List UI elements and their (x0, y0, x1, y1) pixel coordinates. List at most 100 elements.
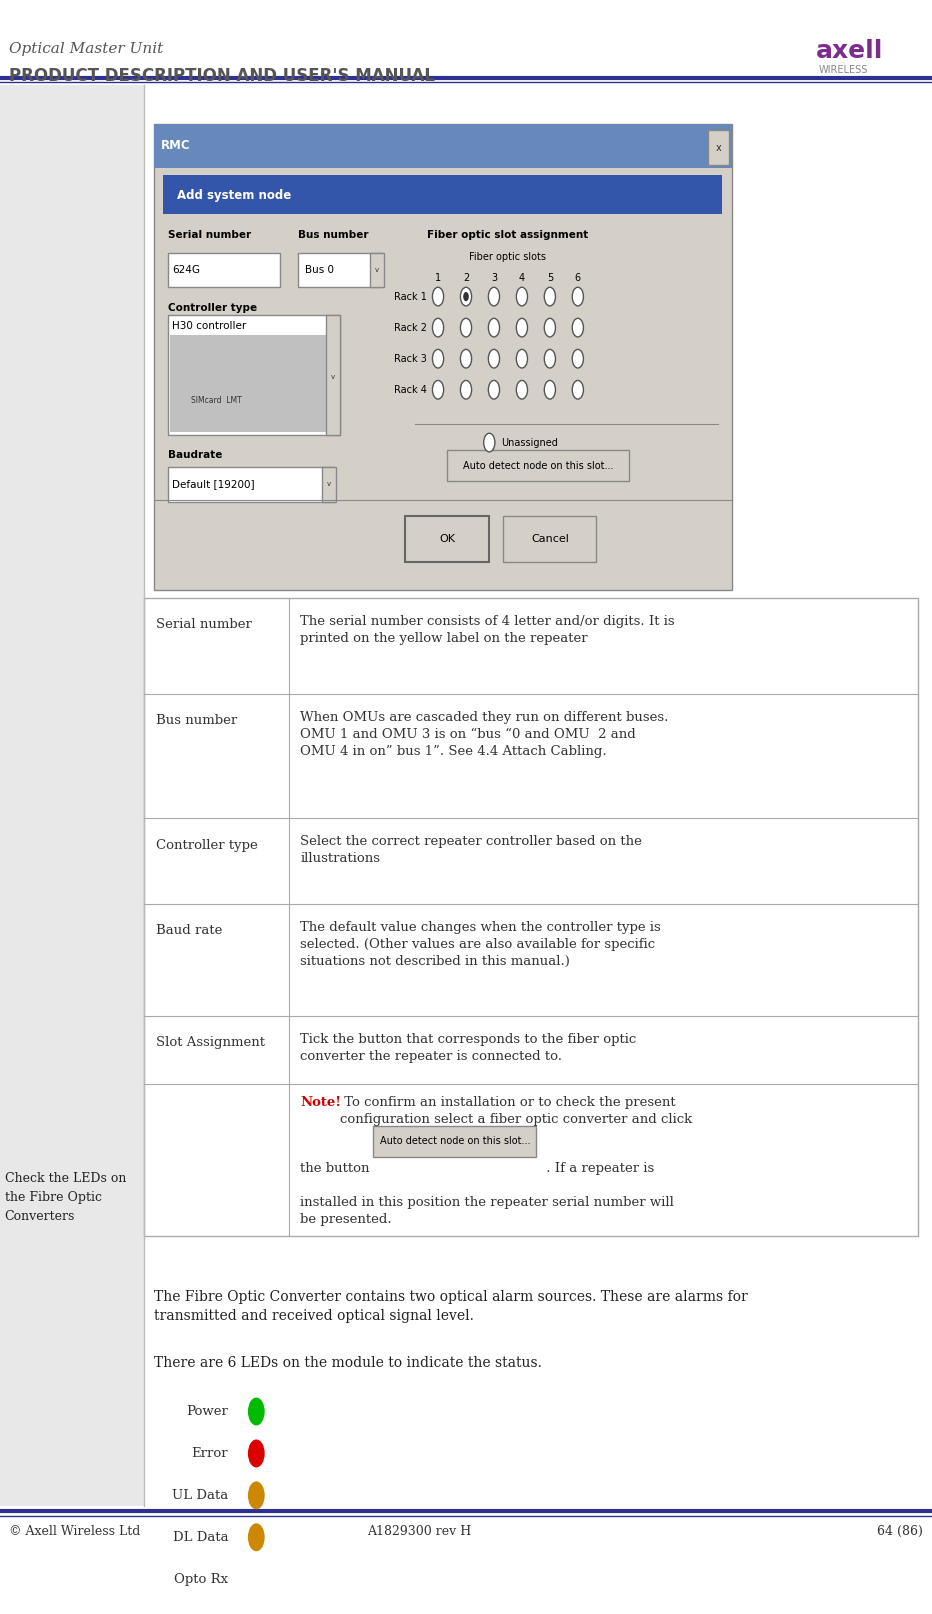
FancyBboxPatch shape (447, 450, 629, 481)
FancyBboxPatch shape (163, 176, 722, 215)
FancyBboxPatch shape (0, 86, 144, 1506)
Text: Bus 0: Bus 0 (305, 265, 334, 276)
Circle shape (544, 349, 555, 368)
FancyBboxPatch shape (298, 253, 382, 287)
Text: Select the correct repeater controller based on the
illustrations: Select the correct repeater controller b… (300, 836, 642, 865)
Text: The default value changes when the controller type is
selected. (Other values ar: The default value changes when the contr… (300, 922, 661, 968)
Text: Serial number: Serial number (168, 229, 251, 240)
Circle shape (432, 318, 444, 337)
Text: 6: 6 (575, 273, 581, 284)
Text: Controller type: Controller type (156, 839, 257, 852)
Circle shape (544, 381, 555, 399)
Text: The serial number consists of 4 letter and/or digits. It is
printed on the yello: The serial number consists of 4 letter a… (300, 615, 675, 646)
Circle shape (516, 349, 528, 368)
FancyBboxPatch shape (503, 515, 596, 562)
Circle shape (516, 318, 528, 337)
Text: Controller type: Controller type (168, 303, 257, 313)
Circle shape (516, 287, 528, 307)
Text: Rack 3: Rack 3 (394, 353, 427, 363)
FancyBboxPatch shape (168, 315, 340, 434)
Circle shape (248, 1398, 265, 1425)
FancyBboxPatch shape (322, 468, 336, 502)
Text: Slot Assignment: Slot Assignment (156, 1036, 265, 1049)
Circle shape (544, 287, 555, 307)
Text: SIMcard  LMT: SIMcard LMT (191, 395, 241, 405)
Circle shape (460, 381, 472, 399)
Circle shape (248, 1440, 265, 1467)
Circle shape (248, 1482, 265, 1509)
Circle shape (572, 287, 583, 307)
Circle shape (460, 318, 472, 337)
Circle shape (248, 1524, 265, 1551)
Text: v: v (331, 374, 336, 381)
Text: 5: 5 (547, 273, 553, 284)
Text: 64 (86): 64 (86) (877, 1525, 923, 1538)
FancyBboxPatch shape (370, 253, 384, 287)
Text: 3: 3 (491, 273, 497, 284)
Text: Check the LEDs on
the Fibre Optic
Converters: Check the LEDs on the Fibre Optic Conver… (5, 1172, 126, 1223)
Text: Bus number: Bus number (156, 715, 237, 728)
Circle shape (432, 287, 444, 307)
Text: To confirm an installation or to check the present
configuration select a fiber : To confirm an installation or to check t… (340, 1096, 692, 1127)
Text: DL Data: DL Data (172, 1530, 228, 1543)
Text: Rack 2: Rack 2 (394, 323, 427, 332)
Text: OK: OK (439, 534, 456, 544)
FancyBboxPatch shape (326, 315, 340, 434)
Text: Rack 1: Rack 1 (394, 292, 427, 302)
FancyBboxPatch shape (405, 515, 489, 562)
Text: There are 6 LEDs on the module to indicate the status.: There are 6 LEDs on the module to indica… (154, 1356, 541, 1370)
Circle shape (572, 349, 583, 368)
Circle shape (432, 381, 444, 399)
Text: A1829300 rev H: A1829300 rev H (367, 1525, 472, 1538)
FancyBboxPatch shape (168, 253, 280, 287)
Text: Add system node: Add system node (177, 189, 292, 202)
FancyBboxPatch shape (168, 468, 334, 502)
Text: RMC: RMC (161, 139, 191, 152)
Text: Serial number: Serial number (156, 618, 252, 631)
Circle shape (248, 1566, 265, 1593)
Text: Baud rate: Baud rate (156, 923, 222, 936)
Text: © Axell Wireless Ltd: © Axell Wireless Ltd (9, 1525, 141, 1538)
Text: Power: Power (186, 1406, 228, 1419)
Text: Error: Error (192, 1446, 228, 1461)
Circle shape (432, 349, 444, 368)
Text: 624G: 624G (172, 265, 200, 276)
Circle shape (572, 318, 583, 337)
FancyBboxPatch shape (144, 597, 918, 1236)
Circle shape (463, 292, 469, 302)
Text: Unassigned: Unassigned (501, 437, 558, 447)
Text: the button: the button (300, 1162, 370, 1175)
Circle shape (572, 381, 583, 399)
Text: Auto detect node on this slot...: Auto detect node on this slot... (463, 462, 614, 471)
Text: . If a repeater is: . If a repeater is (542, 1162, 654, 1175)
Text: 2: 2 (463, 273, 469, 284)
FancyBboxPatch shape (708, 131, 729, 165)
Text: Fiber optic slots: Fiber optic slots (470, 252, 546, 261)
Text: Rack 4: Rack 4 (394, 384, 427, 395)
Text: H30 controller: H30 controller (172, 321, 247, 331)
FancyBboxPatch shape (154, 124, 732, 591)
Text: v: v (375, 268, 379, 273)
Text: Bus number: Bus number (298, 229, 369, 240)
Text: 1: 1 (435, 273, 441, 284)
Text: axell: axell (816, 39, 883, 63)
Text: x: x (716, 142, 721, 152)
Circle shape (488, 349, 500, 368)
Text: Optical Master Unit: Optical Master Unit (9, 42, 164, 56)
Text: Fiber optic slot assignment: Fiber optic slot assignment (427, 229, 589, 240)
Text: installed in this position the repeater serial number will
be presented.: installed in this position the repeater … (300, 1196, 674, 1225)
Circle shape (488, 381, 500, 399)
Text: Note!: Note! (300, 1096, 341, 1109)
FancyBboxPatch shape (170, 336, 326, 431)
Text: 4: 4 (519, 273, 525, 284)
Text: WIRELESS: WIRELESS (818, 65, 868, 76)
Text: Tick the button that corresponds to the fiber optic
converter the repeater is co: Tick the button that corresponds to the … (300, 1033, 637, 1062)
Circle shape (484, 433, 495, 452)
FancyBboxPatch shape (373, 1127, 536, 1157)
Text: Baudrate: Baudrate (168, 450, 222, 460)
Text: UL Data: UL Data (172, 1488, 228, 1503)
Text: The Fibre Optic Converter contains two optical alarm sources. These are alarms f: The Fibre Optic Converter contains two o… (154, 1290, 747, 1323)
Text: Auto detect node on this slot...: Auto detect node on this slot... (379, 1136, 530, 1146)
Circle shape (516, 381, 528, 399)
Text: When OMUs are cascaded they run on different buses.
OMU 1 and OMU 3 is on “bus “: When OMUs are cascaded they run on diffe… (300, 712, 668, 759)
